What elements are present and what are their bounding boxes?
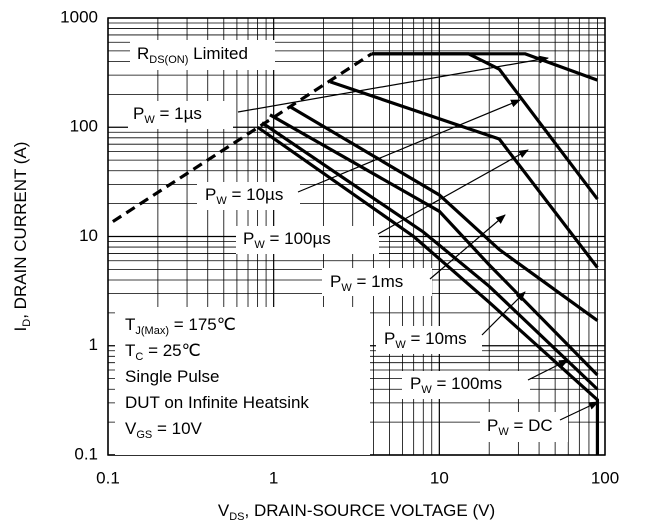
label-background bbox=[130, 40, 275, 70]
annotation: TC = 25℃ bbox=[125, 341, 201, 362]
annotation: RDS(ON) Limited bbox=[137, 44, 248, 65]
annotation-rest: = 25℃ bbox=[143, 341, 200, 360]
curve bbox=[329, 80, 599, 269]
annotation-main: P bbox=[330, 272, 341, 291]
y-tick-label: 1000 bbox=[60, 7, 98, 26]
x-tick-label: 1 bbox=[269, 468, 278, 487]
annotation: PW = 10µs bbox=[205, 185, 283, 206]
label-background bbox=[322, 268, 432, 296]
arrow bbox=[377, 149, 529, 235]
y-tick-label: 1 bbox=[89, 335, 98, 354]
annotation: PW = 1ms bbox=[330, 272, 403, 293]
annotation-rest: = 10µs bbox=[227, 185, 284, 204]
y-tick-label: 10 bbox=[79, 226, 98, 245]
annotation-rest: Limited bbox=[188, 44, 248, 63]
arrow bbox=[429, 214, 506, 280]
annotation-main: P bbox=[243, 229, 254, 248]
annotation-rest: = DC bbox=[509, 416, 553, 435]
label-background bbox=[376, 326, 482, 354]
annotation-sub: J(Max) bbox=[135, 325, 169, 337]
annotation: TJ(Max) = 175℃ bbox=[125, 315, 236, 336]
annotation-main: DUT on Infinite Heatsink bbox=[125, 393, 309, 412]
y-axis-label: ID, DRAIN CURRENT (A) bbox=[11, 142, 32, 332]
x-axis-label-sub: DS bbox=[229, 511, 244, 523]
curve bbox=[371, 52, 598, 82]
arrow bbox=[481, 291, 526, 336]
annotation: Single Pulse bbox=[125, 367, 220, 386]
annotation-main: P bbox=[205, 185, 216, 204]
x-axis-label: VDS, DRAIN-SOURCE VOLTAGE (V) bbox=[218, 501, 495, 522]
annotation: VGS = 10V bbox=[125, 419, 203, 440]
annotation: DUT on Infinite Heatsink bbox=[125, 393, 309, 412]
arrow bbox=[297, 99, 521, 193]
curve bbox=[269, 113, 599, 377]
annotation-main: P bbox=[384, 329, 395, 348]
annotation-rest: = 10ms bbox=[406, 329, 467, 348]
y-axis-label-sub: D bbox=[21, 319, 33, 327]
x-axis-label-rest: , DRAIN-SOURCE VOLTAGE (V) bbox=[245, 501, 496, 520]
annotation-main: R bbox=[137, 44, 149, 63]
annotation-sub: W bbox=[421, 384, 432, 396]
arrow bbox=[559, 401, 599, 421]
arrow bbox=[527, 359, 569, 381]
annotation-sub: W bbox=[498, 426, 509, 438]
annotation-sub: W bbox=[341, 282, 352, 294]
annotation-main: T bbox=[125, 315, 135, 334]
y-tick-label: 0.1 bbox=[74, 444, 98, 463]
annotation: PW = 100µs bbox=[243, 229, 331, 250]
curve bbox=[111, 52, 373, 223]
annotation-rest: = 100µs bbox=[265, 229, 331, 248]
curve bbox=[371, 52, 599, 201]
annotation-sub: W bbox=[216, 195, 227, 207]
label-background bbox=[128, 101, 233, 129]
y-tick-label: 100 bbox=[70, 117, 98, 136]
annotation-rest: = 1µs bbox=[155, 104, 202, 123]
annotation-main: V bbox=[125, 419, 137, 438]
annotation-rest: = 100ms bbox=[432, 374, 502, 393]
y-axis-label-main: I bbox=[11, 327, 30, 332]
annotation-main: Single Pulse bbox=[125, 367, 220, 386]
x-tick-label: 0.1 bbox=[96, 468, 120, 487]
annotation: PW = 1µs bbox=[133, 104, 202, 125]
label-background bbox=[197, 182, 300, 210]
curve bbox=[256, 125, 600, 455]
annotation-sub: W bbox=[254, 239, 265, 251]
arrow bbox=[237, 55, 549, 113]
x-tick-label: 100 bbox=[591, 468, 619, 487]
annotation-sub: W bbox=[395, 339, 406, 351]
annotation: PW = DC bbox=[487, 416, 553, 437]
annotation: PW = 10ms bbox=[384, 329, 467, 350]
annotation-sub: W bbox=[144, 114, 155, 126]
label-background bbox=[402, 371, 530, 399]
annotation-main: T bbox=[125, 341, 135, 360]
annotation-rest: = 175℃ bbox=[169, 315, 236, 334]
annotation-sub: DS(ON) bbox=[149, 54, 188, 66]
curve bbox=[288, 105, 599, 322]
label-background bbox=[115, 307, 370, 455]
annotation-rest: = 10V bbox=[152, 419, 202, 438]
y-axis-label-rest: , DRAIN CURRENT (A) bbox=[11, 142, 30, 319]
curve bbox=[261, 121, 599, 391]
annotation-sub: C bbox=[135, 351, 143, 363]
x-tick-label: 10 bbox=[430, 468, 449, 487]
annotation: PW = 100ms bbox=[410, 374, 502, 395]
annotation-rest: = 1ms bbox=[352, 272, 404, 291]
x-axis-label-main: V bbox=[218, 501, 230, 520]
annotation-main: P bbox=[410, 374, 421, 393]
label-background bbox=[480, 412, 568, 442]
annotation-main: P bbox=[133, 104, 144, 123]
annotation-main: P bbox=[487, 416, 498, 435]
annotation-sub: GS bbox=[136, 429, 152, 441]
label-background bbox=[236, 226, 379, 254]
